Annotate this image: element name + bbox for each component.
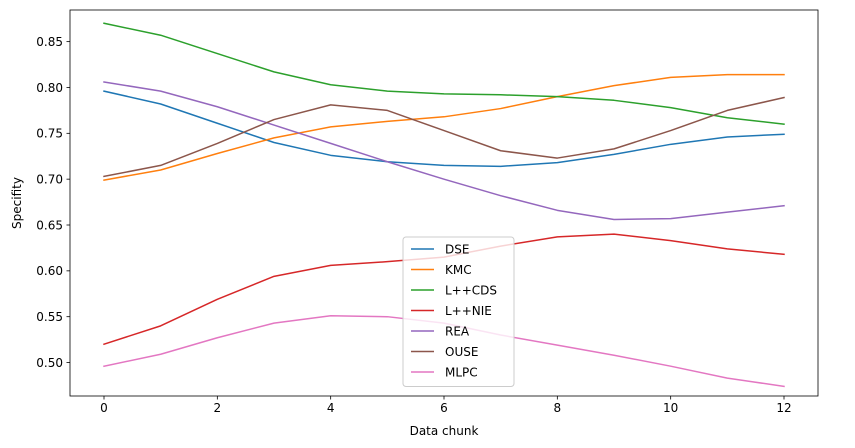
legend-label-5: OUSE	[445, 345, 478, 359]
x-tick-label-2: 2	[214, 401, 222, 415]
y-tick-label-4: 0.70	[36, 172, 63, 186]
legend-label-0: DSE	[445, 243, 469, 257]
legend-label-6: MLPC	[445, 366, 478, 380]
x-tick-label-10: 10	[663, 401, 678, 415]
series-line-1	[103, 73, 785, 181]
y-axis: 0.50 0.55 0.60 0.65 0.70 0.75 0.80 0.85	[36, 35, 70, 370]
y-tick-label-0: 0.50	[36, 356, 63, 370]
x-tick-label-4: 4	[327, 401, 335, 415]
legend-label-2: L++CDS	[445, 284, 497, 298]
series-line-0	[103, 90, 785, 168]
legend-label-4: REA	[445, 325, 470, 339]
y-tick-label-2: 0.60	[36, 264, 63, 278]
x-axis: 0 2 4 6 8 10 12	[100, 396, 792, 415]
y-axis-label: Specifity	[10, 177, 24, 229]
x-tick-label-6: 6	[440, 401, 448, 415]
y-tick-label-6: 0.80	[36, 81, 63, 95]
x-tick-label-8: 8	[554, 401, 562, 415]
series-line-4	[103, 81, 785, 221]
x-tick-label-0: 0	[100, 401, 108, 415]
legend-label-1: KMC	[445, 263, 472, 277]
x-axis-label: Data chunk	[410, 424, 479, 438]
y-tick-label-7: 0.85	[36, 35, 63, 49]
y-tick-label-5: 0.75	[36, 127, 63, 141]
legend: DSE KMC L++CDS L++NIE REA OUSE MLPC	[402, 236, 515, 387]
y-tick-label-3: 0.65	[36, 218, 63, 232]
legend-box	[402, 236, 515, 387]
series-layer	[103, 22, 785, 388]
series-line-2	[103, 22, 785, 125]
legend-label-3: L++NIE	[445, 304, 492, 318]
x-tick-label-12: 12	[776, 401, 791, 415]
y-tick-label-1: 0.55	[36, 310, 63, 324]
series-line-5	[103, 96, 785, 178]
